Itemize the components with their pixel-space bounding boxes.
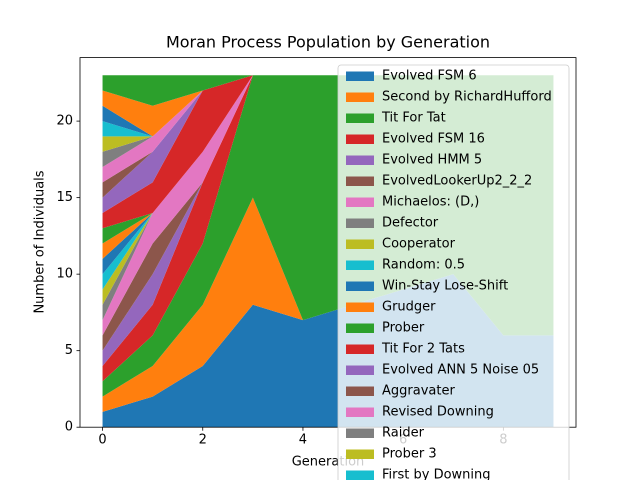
area	[102, 75, 554, 229]
legend-swatch	[346, 176, 374, 186]
legend-swatch	[346, 386, 374, 396]
legend-swatch	[346, 449, 374, 459]
legend-swatch	[346, 428, 374, 438]
legend-label: Tit For 2 Tats	[381, 342, 465, 357]
legend-label: First by Downing	[382, 468, 491, 480]
area	[102, 197, 554, 412]
legend-box	[337, 64, 570, 480]
area	[102, 75, 554, 336]
legend-swatch	[346, 134, 374, 144]
legend-swatch	[346, 218, 374, 228]
legend-label: Second by RichardHufford	[382, 90, 552, 105]
area	[102, 75, 554, 382]
legend-label: Prober 3	[382, 447, 437, 462]
legend-swatch	[346, 302, 374, 312]
legend-swatch	[346, 281, 374, 291]
legend-label: Prober	[382, 321, 425, 336]
legend-label: Grudger	[382, 300, 436, 315]
y-tick-label: 15	[56, 190, 73, 205]
legend-swatch	[346, 470, 374, 480]
legend-label: Evolved HMM 5	[382, 153, 482, 168]
legend-label: Aggravater	[382, 384, 455, 399]
legend-swatch	[346, 407, 374, 417]
legend-label: EvolvedLookerUp2_2_2	[382, 174, 532, 189]
legend-label: Random: 0.5	[382, 258, 465, 273]
legend-swatch	[346, 197, 374, 207]
x-tick-label: 2	[199, 433, 207, 448]
y-tick-label: 20	[56, 114, 73, 129]
x-tick-label: 0	[98, 433, 106, 448]
legend-label: Michaelos: (D,)	[382, 195, 479, 210]
legend-label: Tit For Tat	[381, 111, 446, 126]
legend-swatch	[346, 323, 374, 333]
legend-swatch	[346, 260, 374, 270]
legend-label: Evolved FSM 16	[382, 132, 485, 147]
legend-swatch	[346, 113, 374, 123]
plot-frame	[79, 57, 577, 428]
legend-label: Defector	[382, 216, 439, 231]
legend-swatch	[346, 344, 374, 354]
legend-swatch	[346, 239, 374, 249]
legend-label: Raider	[382, 426, 425, 441]
x-tick-label: 4	[299, 433, 307, 448]
legend-label: Revised Downing	[382, 405, 494, 420]
area	[102, 75, 554, 106]
legend-label: Evolved ANN 5 Noise 05	[382, 363, 539, 378]
y-tick-label: 5	[65, 343, 73, 358]
legend-label: Win-Stay Lose-Shift	[382, 279, 508, 294]
legend: Evolved FSM 6 Second by RichardHufford Tit…	[337, 64, 570, 480]
y-tick-label: 10	[56, 267, 73, 282]
legend-swatch	[346, 71, 374, 81]
legend-swatch	[346, 365, 374, 375]
y-tick-label: 0	[65, 420, 73, 435]
legend-swatch	[346, 155, 374, 165]
chart-title: Moran Process Population by Generation	[166, 33, 490, 52]
legend-swatch	[346, 92, 374, 102]
area	[102, 75, 554, 137]
legend-label: Cooperator	[382, 237, 456, 252]
legend-label: Evolved FSM 6	[382, 69, 477, 84]
y-axis-label: Number of Individuals	[33, 170, 48, 313]
